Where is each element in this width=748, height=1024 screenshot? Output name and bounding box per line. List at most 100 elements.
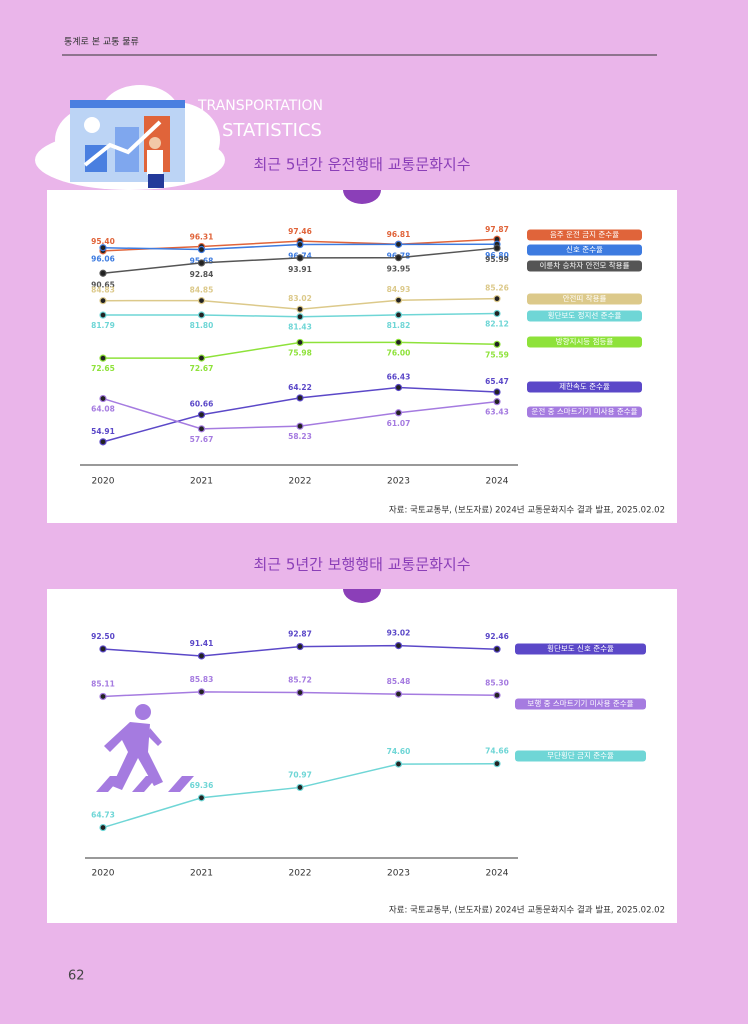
data-point <box>493 295 501 303</box>
panel-tab <box>343 190 381 204</box>
data-label: 69.36 <box>190 781 214 790</box>
x-tick-label: 2022 <box>289 869 312 879</box>
data-label: 74.60 <box>387 747 411 756</box>
data-label: 90.65 <box>91 280 115 289</box>
data-point <box>296 338 304 347</box>
hero-illustration <box>35 85 225 190</box>
data-label: 85.11 <box>91 679 115 688</box>
page-number: 62 <box>68 969 85 984</box>
data-point <box>296 254 304 262</box>
data-label: 64.22 <box>288 383 312 392</box>
data-point <box>493 340 501 348</box>
data-label: 91.41 <box>190 639 214 648</box>
data-label: 72.65 <box>91 364 115 373</box>
data-point <box>296 642 304 651</box>
data-label: 96.80 <box>485 251 509 260</box>
legend-label: 이륜차 승차자 안전모 착용률 <box>540 260 630 270</box>
data-point <box>99 354 107 362</box>
data-label: 97.87 <box>485 225 509 234</box>
data-label: 57.67 <box>190 435 214 444</box>
data-point <box>296 394 304 402</box>
data-point <box>197 297 206 305</box>
data-label: 85.48 <box>387 677 411 686</box>
data-label: 81.82 <box>387 321 411 330</box>
data-label: 64.73 <box>91 811 115 820</box>
data-label: 61.07 <box>387 419 411 428</box>
legend-swatch <box>527 244 642 256</box>
data-point <box>296 422 304 430</box>
legend-swatch <box>515 698 646 710</box>
legend-label: 무단횡단 금지 준수율 <box>547 750 614 760</box>
legend-swatch <box>527 381 642 393</box>
data-point <box>296 240 304 249</box>
data-point <box>197 245 206 254</box>
data-label: 66.43 <box>387 373 411 382</box>
data-label: 75.59 <box>485 350 509 359</box>
data-label: 93.95 <box>387 265 411 274</box>
data-point <box>493 309 501 318</box>
x-tick-label: 2021 <box>190 869 213 879</box>
data-point <box>197 311 206 319</box>
data-label: 54.91 <box>91 427 115 436</box>
data-label: 85.83 <box>190 675 214 684</box>
data-label: 84.83 <box>91 286 115 295</box>
data-point <box>197 652 206 660</box>
data-point <box>296 783 304 792</box>
data-label: 63.43 <box>485 408 509 417</box>
legend-label: 방향지시등 점등률 <box>556 336 614 346</box>
legend-swatch <box>515 750 646 762</box>
x-tick-label: 2023 <box>387 869 410 879</box>
data-point <box>99 645 107 653</box>
legend-label: 신호 준수율 <box>566 245 603 254</box>
x-tick-label: 2020 <box>92 477 115 487</box>
header-title: 통계로 본 교통 물류 <box>64 36 139 48</box>
data-label: 83.02 <box>288 294 312 303</box>
legend-label: 안전띠 착용률 <box>563 293 607 303</box>
data-point <box>99 692 107 701</box>
data-point <box>296 313 304 321</box>
legend-label: 보행 중 스마트기기 미사용 준수율 <box>527 698 633 708</box>
data-point <box>197 425 206 433</box>
data-point <box>99 269 107 277</box>
data-label: 81.43 <box>288 323 312 332</box>
data-label: 92.84 <box>190 270 214 279</box>
data-point <box>99 311 107 319</box>
data-label: 84.93 <box>387 285 411 294</box>
data-label: 74.66 <box>485 747 509 756</box>
data-point <box>197 688 206 696</box>
x-tick-label: 2024 <box>486 477 509 487</box>
data-label: 84.85 <box>190 286 214 295</box>
data-label: 96.06 <box>91 255 115 264</box>
data-label: 75.98 <box>288 348 312 357</box>
x-tick-label: 2022 <box>289 477 312 487</box>
legend-label: 운전 중 스마트기기 미사용 준수율 <box>531 406 637 416</box>
data-label: 85.30 <box>485 678 509 687</box>
data-point <box>394 296 403 304</box>
data-label: 93.91 <box>288 265 312 274</box>
data-label: 95.99 <box>485 255 509 264</box>
data-point <box>99 244 107 252</box>
data-point <box>394 690 403 698</box>
data-label: 92.46 <box>485 632 509 641</box>
data-label: 96.31 <box>190 233 214 242</box>
x-tick-label: 2020 <box>92 869 115 879</box>
source-note: 자료: 국토교통부, (보도자료) 2024년 교통문화지수 결과 발표, 20… <box>389 905 665 916</box>
data-point <box>99 823 107 832</box>
panel-tab <box>343 589 381 603</box>
data-point <box>197 411 206 419</box>
data-point <box>99 297 107 305</box>
data-point <box>197 794 206 802</box>
data-point <box>394 760 403 768</box>
data-point <box>493 760 501 768</box>
data-label: 60.66 <box>190 400 214 409</box>
data-label: 97.46 <box>288 227 312 236</box>
data-label: 70.97 <box>288 770 312 779</box>
data-label: 72.67 <box>190 364 214 373</box>
legend-label: 음주 운전 금지 준수율 <box>550 229 619 239</box>
data-label: 92.87 <box>288 630 312 639</box>
data-point <box>394 240 403 248</box>
data-label: 82.12 <box>485 319 509 328</box>
data-label: 64.08 <box>91 405 115 414</box>
data-point <box>493 691 501 699</box>
